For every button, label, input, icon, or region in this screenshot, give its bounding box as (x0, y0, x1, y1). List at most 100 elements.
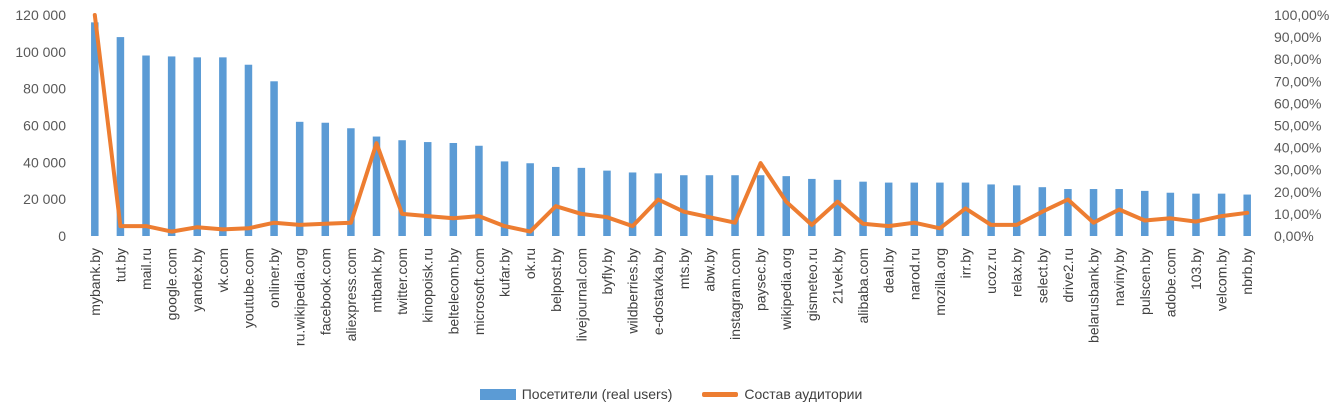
bar-twitter.com (398, 140, 406, 236)
category-label: yandex.by (189, 248, 205, 312)
bar-gismeteo.ru (808, 178, 816, 236)
left-tick-label: 0 (58, 228, 66, 244)
bar-mozilla.org (936, 182, 944, 236)
category-label: select.by (1034, 248, 1050, 303)
right-tick-label: 40,00% (1274, 140, 1321, 156)
right-tick-label: 60,00% (1274, 95, 1321, 111)
category-label: mtbank.by (369, 248, 385, 313)
legend: Посетители (real users) Состав аудитории (0, 386, 1342, 402)
category-label: drive2.ru (1060, 248, 1076, 302)
right-tick-label: 30,00% (1274, 162, 1321, 178)
left-tick-label: 20 000 (23, 191, 66, 207)
category-label: paysec.by (753, 248, 769, 311)
left-tick-label: 100 000 (15, 44, 66, 60)
bar-facebook.com (321, 122, 330, 236)
bar-byfly.by (603, 170, 611, 236)
category-label: microsoft.com (471, 248, 487, 335)
category-label: twitter.com (394, 248, 410, 315)
bar-kufar.by (500, 161, 509, 236)
category-label: aliexpress.com (343, 248, 359, 341)
category-label: gismeteo.ru (804, 248, 820, 321)
category-label: ru.wikipedia.org (292, 248, 308, 346)
bar-drive2.ru (1064, 189, 1072, 236)
bar-aliexpress.com (347, 128, 355, 236)
category-label: alibaba.com (855, 248, 871, 324)
right-tick-label: 100,00% (1274, 7, 1329, 23)
category-label: irr.by (958, 248, 974, 278)
bar-yandex.by (193, 57, 201, 236)
bar-instagram.com (731, 175, 739, 236)
category-label: 21vek.by (830, 248, 846, 304)
category-label: naviny.by (1111, 248, 1127, 306)
legend-label-bars: Посетители (real users) (521, 386, 673, 402)
bar-microsoft.com (475, 145, 483, 236)
category-label: wildberries.by (625, 248, 641, 335)
bar-mybank.by (91, 22, 99, 236)
category-label: youtube.com (241, 248, 257, 328)
right-tick-label: 90,00% (1274, 29, 1321, 45)
category-label: relax.by (1009, 248, 1025, 297)
bar-vk.com (219, 57, 227, 236)
category-label: kufar.by (497, 248, 513, 297)
bar-e-dostavka.by (654, 173, 662, 236)
bar-narod.ru (910, 182, 919, 236)
right-tick-label: 80,00% (1274, 51, 1321, 67)
bar-nbrb.by (1243, 194, 1251, 236)
category-label: mts.by (676, 248, 692, 289)
bar-deal.by (884, 182, 893, 236)
bar-ucoz.ru (987, 184, 995, 236)
left-axis: 0 20 000 40 000 60 000 80 000 100 000 120 000 (15, 7, 66, 244)
category-label: deal.by (881, 248, 897, 293)
bar-103.by (1192, 193, 1200, 236)
bar-paysec.by (756, 175, 765, 236)
category-label: beltelecom.by (445, 248, 461, 334)
category-label: velcom.by (1214, 248, 1230, 311)
left-tick-label: 80 000 (23, 81, 66, 97)
legend-label-line: Состав аудитории (744, 386, 863, 402)
legend-swatch-line (702, 391, 739, 397)
category-label: e-dostavka.by (650, 248, 666, 335)
bar-relax.by (1012, 185, 1021, 236)
category-label: pulscen.by (1137, 248, 1153, 315)
bar-wildberries.by (628, 172, 637, 236)
category-label: abw.by (701, 248, 717, 292)
bar-ok.ru (526, 163, 534, 236)
category-label: tut.by (112, 248, 128, 282)
bar-mts.by (680, 175, 688, 236)
right-axis: 0,00% 10,00% 20,00% 30,00% 40,00% 50,00% 60,00… (1274, 7, 1329, 244)
legend-item-bars: Посетители (real users) (479, 386, 673, 402)
right-tick-label: 0,00% (1274, 228, 1314, 244)
category-label: nbrb.by (1239, 248, 1255, 295)
bar-kinopoisk.ru (423, 142, 432, 236)
bar-adobe.com (1166, 192, 1175, 236)
bar-alibaba.com (859, 181, 867, 236)
category-label: belpost.by (548, 248, 564, 312)
category-label: 103.by (1188, 248, 1204, 290)
category-labels: mybank.by tut.by mail.ru google.com yandex.b… (87, 248, 1255, 346)
bar-belpost.by (552, 166, 560, 236)
category-label: ok.ru (522, 248, 538, 279)
category-label: google.com (164, 248, 180, 320)
left-tick-label: 40 000 (23, 154, 66, 170)
bar-21vek.by (833, 179, 842, 236)
bar-google.com (167, 56, 176, 236)
left-tick-label: 120 000 (15, 7, 66, 23)
bar-naviny.by (1115, 189, 1123, 236)
category-label: mybank.by (87, 248, 103, 316)
category-label: belarusbank.by (1086, 248, 1102, 343)
line-series (92, 13, 1250, 234)
category-label: narod.ru (906, 248, 922, 300)
category-label: byfly.by (599, 248, 615, 294)
category-label: instagram.com (727, 248, 743, 340)
legend-item-line: Состав аудитории (702, 386, 862, 402)
bar-ru.wikipedia.org (295, 121, 304, 236)
category-label: ucoz.ru (983, 248, 999, 294)
bar-mail.ru (142, 55, 150, 237)
right-tick-label: 10,00% (1274, 206, 1321, 222)
category-label: livejournal.com (573, 248, 589, 341)
category-label: facebook.com (317, 248, 333, 335)
category-label: wikipedia.org (778, 248, 794, 331)
bar-pulscen.by (1141, 190, 1149, 236)
legend-swatch-bars (479, 388, 516, 400)
